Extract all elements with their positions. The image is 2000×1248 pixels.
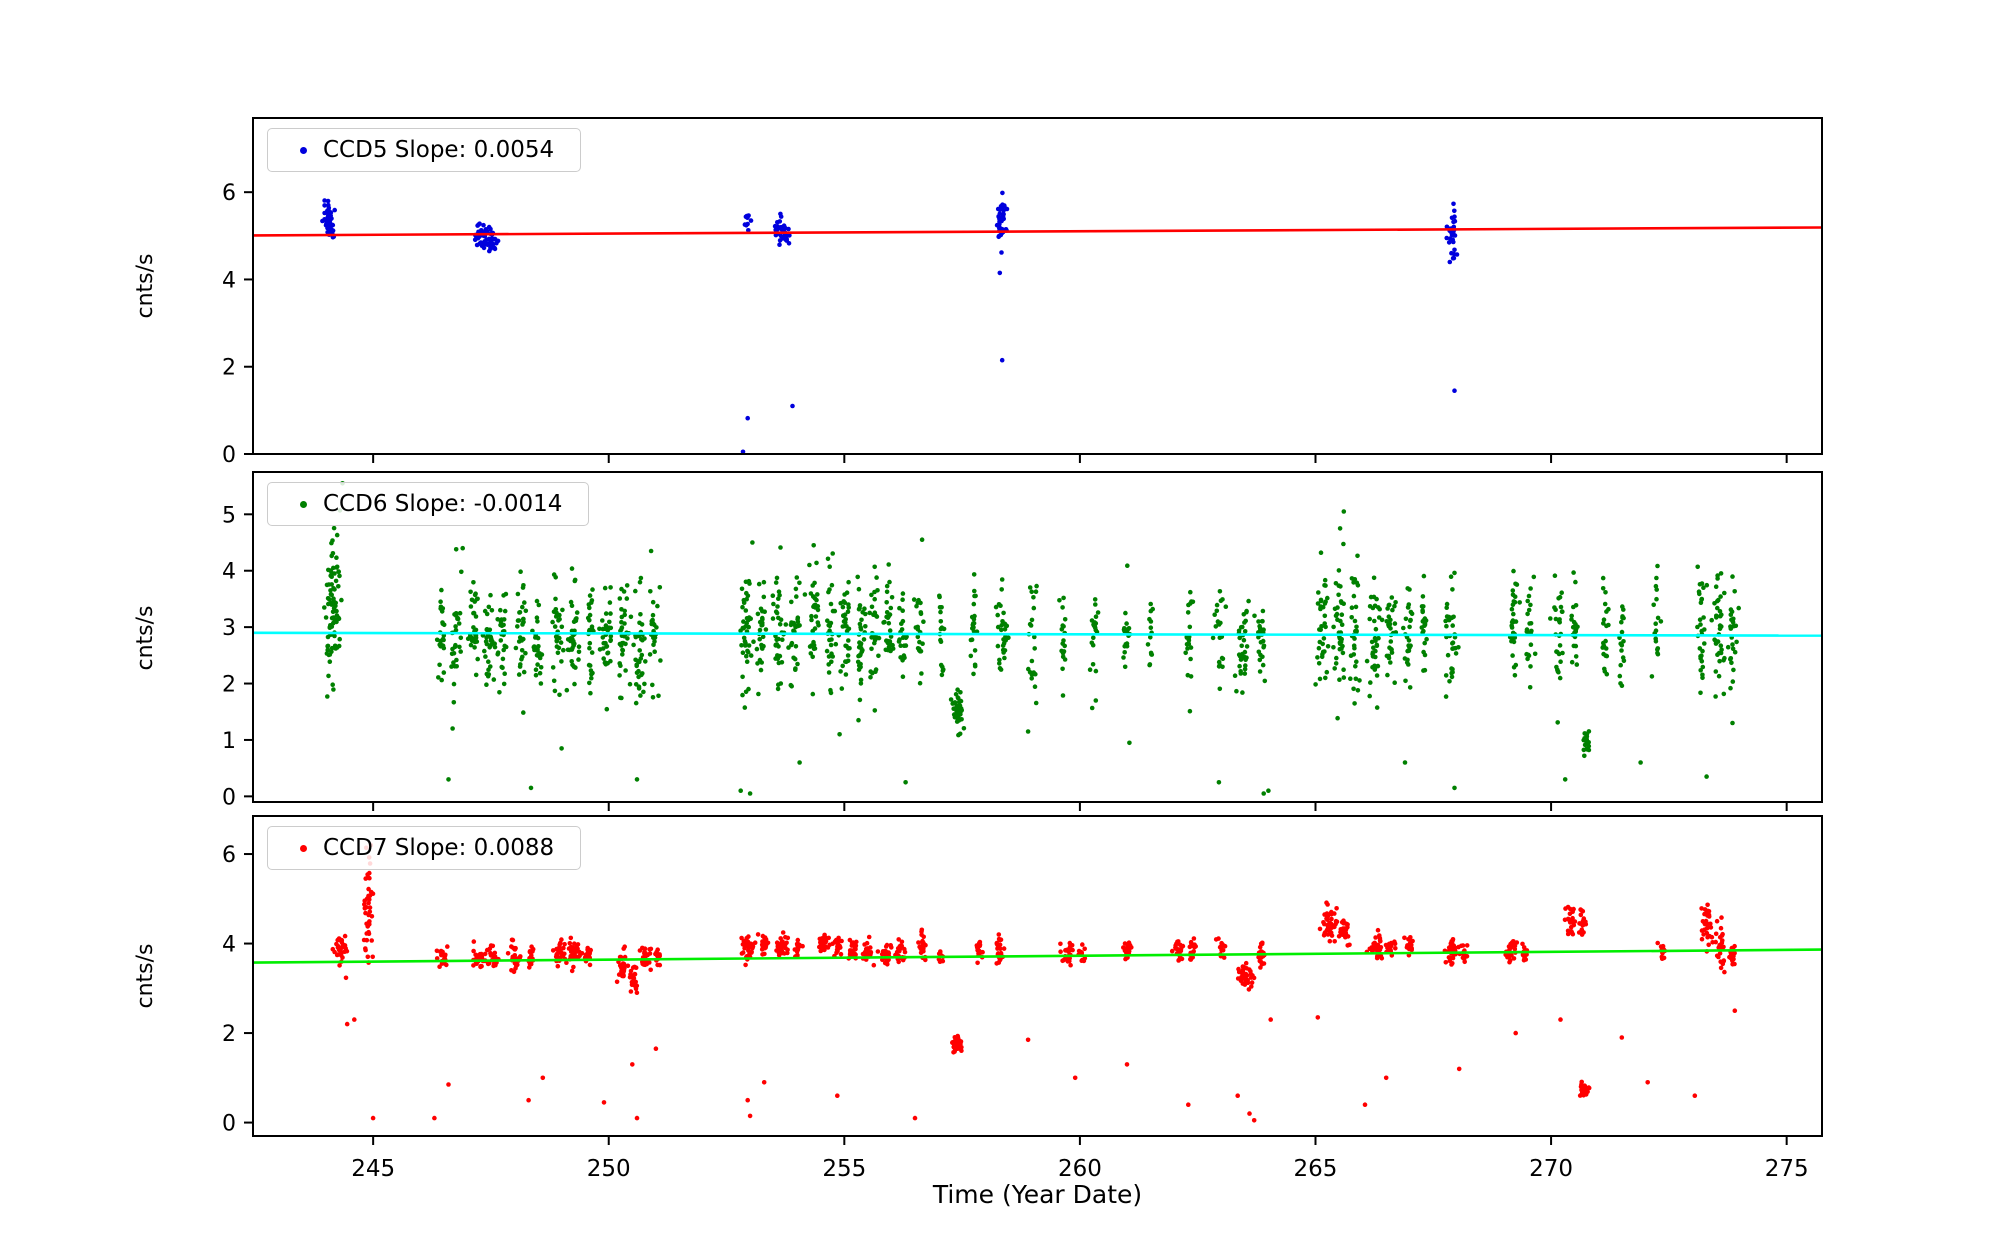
- svg-text:0: 0: [222, 785, 236, 810]
- ccd5-legend-label: CCD5 Slope: 0.0054: [323, 137, 555, 163]
- ccd5-plot-area: 0 2 4 6: [222, 117, 1823, 468]
- ccd5-legend-marker-icon: [300, 146, 307, 154]
- svg-text:0: 0: [222, 1112, 236, 1137]
- ccd5-trend-line: [252, 226, 1823, 237]
- ccd7-panel: 0 2 4 6 245 250 255 260 265 270 275 CCD7 Slope: 0.…: [222, 815, 1823, 1182]
- svg-text:3: 3: [222, 616, 236, 641]
- ccd7-legend-marker-icon: [300, 844, 307, 852]
- ccd6-y-axis-label: cnts/s: [133, 605, 158, 671]
- ccd5-y-ticks: 0 2 4 6: [222, 181, 253, 468]
- ccd5-axes-frame: [252, 117, 1823, 455]
- ccd6-legend-label: CCD6 Slope: -0.0014: [323, 491, 563, 517]
- ccd6-x-ticks: [372, 802, 1788, 811]
- ccd5-legend: CCD5 Slope: 0.0054: [267, 128, 582, 172]
- svg-text:5: 5: [222, 503, 236, 528]
- svg-text:2: 2: [222, 356, 236, 381]
- ccd6-legend-marker-icon: [300, 500, 307, 508]
- svg-text:255: 255: [822, 1156, 866, 1182]
- ccd6-plot-area: 0 1 2 3 4 5: [222, 471, 1823, 811]
- svg-text:0: 0: [222, 443, 236, 468]
- svg-text:265: 265: [1294, 1156, 1338, 1182]
- svg-text:4: 4: [222, 268, 236, 293]
- svg-text:2: 2: [222, 673, 236, 698]
- ccd6-legend: CCD6 Slope: -0.0014: [267, 482, 590, 526]
- svg-text:4: 4: [222, 933, 236, 958]
- ccd7-axes-frame: [252, 815, 1823, 1137]
- ccd5-panel: 0 2 4 6 CCD5 Slope: 0.0054: [222, 117, 1823, 468]
- ccd5-y-axis-label: cnts/s: [133, 253, 158, 319]
- svg-text:275: 275: [1765, 1156, 1809, 1182]
- svg-text:270: 270: [1529, 1156, 1573, 1182]
- ccd7-scatter-points: [330, 842, 1738, 1123]
- svg-text:1: 1: [222, 729, 236, 754]
- svg-text:6: 6: [222, 181, 236, 206]
- ccd7-x-ticks: 245 250 255 260 265 270 275: [351, 1136, 1809, 1182]
- svg-text:4: 4: [222, 560, 236, 585]
- ccd5-x-ticks: [372, 454, 1788, 463]
- svg-text:260: 260: [1058, 1156, 1102, 1182]
- ccd7-y-axis-label: cnts/s: [133, 943, 158, 1009]
- svg-text:6: 6: [222, 843, 236, 868]
- ccd6-axes-frame: [252, 471, 1823, 803]
- ccd7-y-ticks: 0 2 4 6: [222, 843, 253, 1137]
- x-axis-label: Time (Year Date): [932, 1180, 1143, 1209]
- svg-text:2: 2: [222, 1022, 236, 1047]
- ccd6-trend-line: [252, 631, 1823, 637]
- ccd6-panel: 0 1 2 3 4 5 CCD6 Slope: -0.0014: [222, 471, 1823, 811]
- ccd6-scatter-points: [322, 481, 1741, 796]
- svg-text:250: 250: [587, 1156, 631, 1182]
- ccd7-legend: CCD7 Slope: 0.0088: [267, 826, 582, 870]
- svg-text:245: 245: [351, 1156, 395, 1182]
- ccd7-trend-line: [252, 948, 1823, 964]
- ccd7-legend-label: CCD7 Slope: 0.0088: [323, 835, 555, 861]
- ccd7-plot-area: 0 2 4 6 245 250 255 260 265 270 275: [222, 815, 1823, 1182]
- ccd6-y-ticks: 0 1 2 3 4 5: [222, 503, 253, 810]
